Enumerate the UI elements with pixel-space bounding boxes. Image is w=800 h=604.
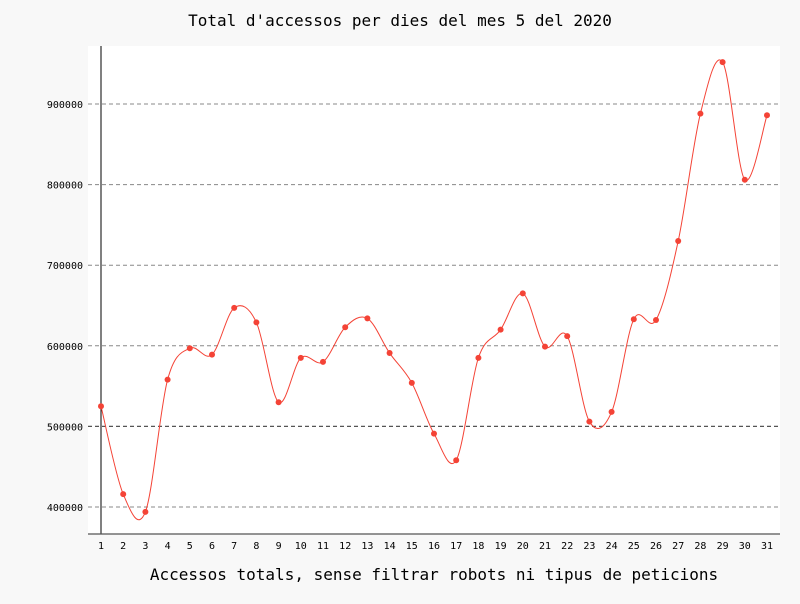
x-tick-label: 10 [295, 541, 307, 552]
x-tick-label: 26 [650, 541, 662, 552]
data-point-day-23[interactable] [586, 418, 593, 425]
data-point-day-5[interactable] [186, 345, 193, 352]
data-point-day-8[interactable] [253, 319, 260, 326]
y-tick-label: 800000 [47, 181, 83, 192]
x-tick-label: 16 [428, 541, 440, 552]
x-tick-label: 15 [406, 541, 418, 552]
x-tick-label: 23 [583, 541, 595, 552]
y-tick-label: 900000 [47, 100, 83, 111]
data-point-day-16[interactable] [431, 430, 437, 437]
chart-title: Total d'accessos per dies del mes 5 del … [188, 11, 612, 30]
x-tick-label: 31 [761, 541, 773, 552]
data-point-day-6[interactable] [209, 351, 215, 358]
x-tick-label: 4 [165, 541, 171, 552]
data-point-day-2[interactable] [120, 491, 127, 498]
data-point-day-31[interactable] [764, 112, 770, 119]
x-tick-label: 5 [187, 541, 193, 552]
data-point-day-10[interactable] [297, 354, 304, 361]
data-point-day-27[interactable] [675, 238, 682, 245]
data-point-day-29[interactable] [719, 59, 726, 66]
x-tick-label: 1 [98, 541, 104, 552]
x-tick-label: 21 [539, 541, 551, 552]
x-tick-label: 6 [209, 541, 215, 552]
x-tick-label: 18 [472, 541, 484, 552]
data-point-day-30[interactable] [741, 176, 748, 183]
y-tick-label: 600000 [47, 342, 83, 353]
data-point-day-13[interactable] [364, 315, 371, 322]
x-tick-label: 3 [142, 541, 148, 552]
data-point-day-28[interactable] [697, 110, 704, 117]
x-tick-label: 30 [739, 541, 751, 552]
x-axis-label: Accessos totals, sense filtrar robots ni… [150, 565, 718, 584]
x-tick-label: 22 [561, 541, 573, 552]
data-point-day-7[interactable] [231, 304, 238, 311]
x-tick-label: 27 [672, 541, 684, 552]
x-tick-label: 13 [361, 541, 373, 552]
x-tick-label: 12 [339, 541, 351, 552]
data-point-day-15[interactable] [408, 379, 415, 386]
data-point-day-14[interactable] [386, 350, 393, 357]
x-tick-label: 7 [231, 541, 237, 552]
data-point-day-1[interactable] [98, 403, 104, 410]
data-point-day-17[interactable] [453, 457, 460, 464]
x-tick-label: 17 [450, 541, 462, 552]
data-point-day-3[interactable] [142, 508, 149, 515]
y-tick-label: 400000 [47, 503, 83, 514]
data-point-day-18[interactable] [475, 354, 482, 361]
data-point-day-21[interactable] [542, 343, 548, 350]
data-point-day-11[interactable] [320, 358, 326, 365]
x-tick-label: 9 [276, 541, 282, 552]
x-tick-label: 29 [717, 541, 729, 552]
plot-area [88, 46, 780, 534]
x-tick-label: 14 [384, 541, 396, 552]
data-point-day-20[interactable] [519, 290, 526, 297]
x-tick-label: 11 [317, 541, 329, 552]
data-point-day-25[interactable] [630, 316, 637, 323]
x-tick-label: 25 [628, 541, 640, 552]
x-tick-label: 20 [517, 541, 529, 552]
x-tick-label: 8 [253, 541, 259, 552]
data-point-day-19[interactable] [497, 326, 504, 333]
data-point-day-24[interactable] [608, 408, 615, 415]
data-point-day-12[interactable] [342, 324, 349, 331]
x-tick-label: 28 [694, 541, 706, 552]
data-point-day-22[interactable] [564, 333, 571, 340]
data-point-day-26[interactable] [653, 317, 659, 324]
y-tick-label: 700000 [47, 261, 83, 272]
data-point-day-4[interactable] [164, 376, 171, 383]
x-tick-label: 19 [495, 541, 507, 552]
x-tick-label: 24 [606, 541, 618, 552]
data-point-day-9[interactable] [275, 399, 282, 406]
x-tick-label: 2 [120, 541, 126, 552]
y-tick-label: 500000 [47, 422, 83, 433]
